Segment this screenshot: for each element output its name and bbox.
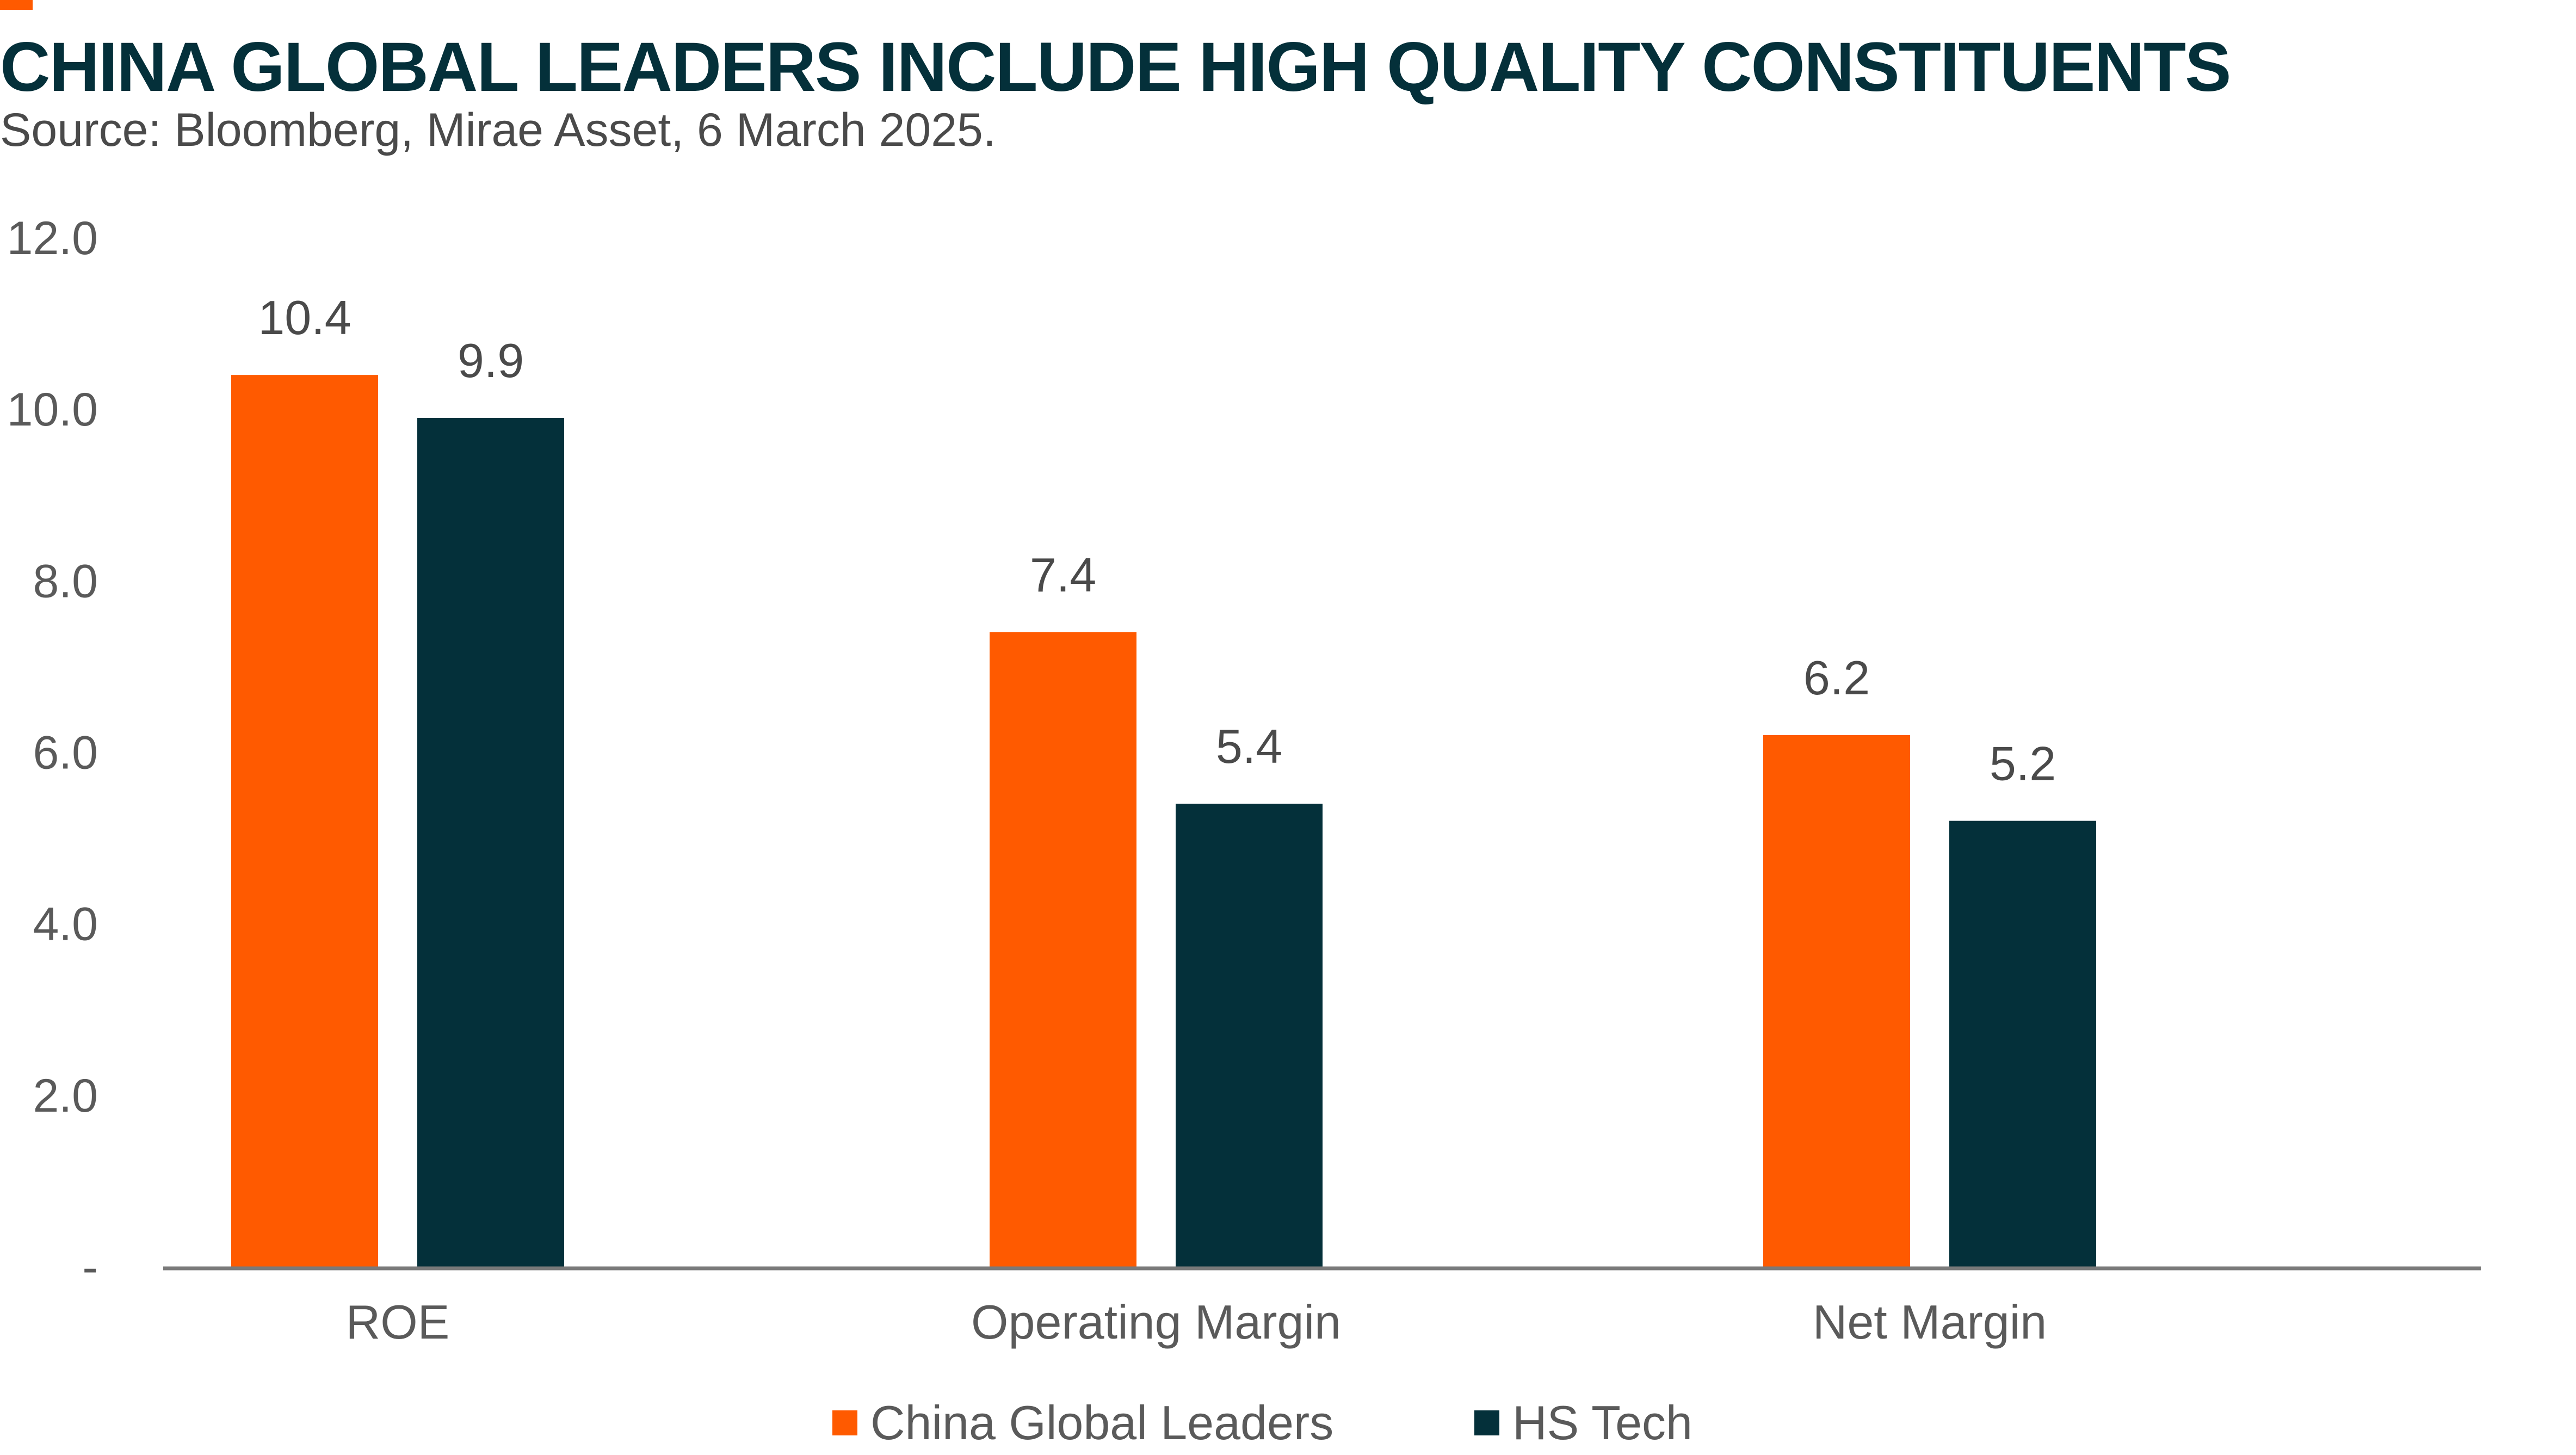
legend-label: China Global Leaders: [870, 1396, 1333, 1450]
bar: [990, 632, 1136, 1267]
x-category-label: ROE: [346, 1295, 450, 1349]
data-label: 10.4: [258, 291, 351, 344]
y-tick-label: 6.0: [33, 727, 98, 779]
bar: [1949, 821, 2096, 1267]
chart-title: CHINA GLOBAL LEADERS INCLUDE HIGH QUALIT…: [0, 28, 2231, 106]
accent-bar: [0, 0, 33, 10]
bar: [231, 375, 378, 1267]
y-tick-label: 10.0: [7, 384, 98, 436]
data-label: 5.4: [1216, 719, 1282, 773]
y-tick-label: 2.0: [33, 1070, 98, 1122]
chart-source: Source: Bloomberg, Mirae Asset, 6 March …: [0, 104, 996, 156]
legend-label: HS Tech: [1512, 1396, 1692, 1450]
y-tick-label: -: [82, 1241, 98, 1293]
legend-swatch: [1474, 1410, 1499, 1435]
data-label: 6.2: [1803, 651, 1870, 705]
data-label: 9.9: [458, 334, 524, 387]
bar: [1176, 804, 1323, 1267]
y-tick-label: 8.0: [33, 555, 98, 607]
x-category-label: Net Margin: [1813, 1295, 2047, 1349]
x-category-label: Operating Margin: [971, 1295, 1341, 1349]
bar: [417, 417, 564, 1267]
legend-swatch: [832, 1410, 857, 1435]
y-tick-label: 4.0: [33, 898, 98, 951]
data-label: 7.4: [1030, 548, 1096, 602]
bar: [1763, 735, 1910, 1267]
data-label: 5.2: [1990, 737, 2056, 791]
y-tick-label: 12.0: [7, 212, 98, 264]
